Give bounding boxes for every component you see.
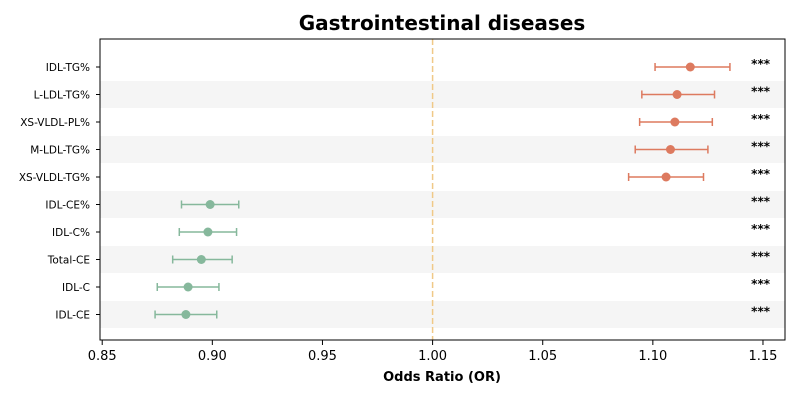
significance-label: *** [751, 140, 771, 154]
plot-frame [99, 38, 786, 341]
row-label: M-LDL-TG% [30, 145, 90, 157]
point-estimate [205, 200, 215, 209]
row-label: Total-CE [47, 255, 90, 267]
row-label: XS-VLDL-PL% [20, 117, 90, 129]
significance-label: *** [751, 85, 771, 99]
x-tick-label: 0.85 [88, 349, 117, 364]
x-tick-label: 0.95 [308, 349, 337, 364]
x-tick-label: 1.05 [528, 349, 557, 364]
significance-labels: *** *** *** *** *** *** *** *** *** *** [751, 57, 771, 319]
point-estimate [196, 255, 206, 264]
significance-label: *** [751, 195, 771, 209]
row-label: IDL-C [62, 282, 90, 294]
point-estimate [665, 145, 675, 154]
x-tick-label: 0.90 [198, 349, 227, 364]
point-estimate [672, 90, 682, 99]
significance-label: *** [751, 167, 771, 181]
point-estimate [670, 117, 680, 127]
data-marks [154, 62, 731, 319]
x-axis: 0.85 0.90 0.95 1.00 1.05 1.10 1.15 [88, 340, 777, 364]
row-label: IDL-C% [52, 227, 90, 239]
point-estimate [181, 310, 191, 319]
significance-label: *** [751, 277, 771, 291]
chart-title: Gastrointestinal diseases [299, 11, 586, 35]
significance-label: *** [751, 57, 771, 71]
point-estimate [685, 62, 695, 72]
row-label: XS-VLDL-TG% [19, 172, 90, 184]
row-label: L-LDL-TG% [34, 90, 90, 102]
y-axis-labels: IDL-TG% L-LDL-TG% XS-VLDL-PL% M-LDL-TG% XS-V… [19, 62, 100, 322]
row-label: IDL-TG% [46, 62, 90, 74]
x-tick-label: 1.15 [748, 349, 777, 364]
significance-label: *** [751, 305, 771, 319]
row-label: IDL-CE [55, 310, 90, 322]
point-estimate [661, 172, 671, 182]
x-tick-label: 1.10 [638, 349, 667, 364]
x-tick-label: 1.00 [418, 349, 447, 364]
point-estimate [183, 282, 193, 292]
x-axis-label: Odds Ratio (OR) [383, 370, 501, 385]
row-label: IDL-CE% [45, 200, 90, 212]
point-estimate [203, 227, 213, 237]
significance-label: *** [751, 112, 771, 126]
significance-label: *** [751, 250, 771, 264]
significance-label: *** [751, 222, 771, 236]
